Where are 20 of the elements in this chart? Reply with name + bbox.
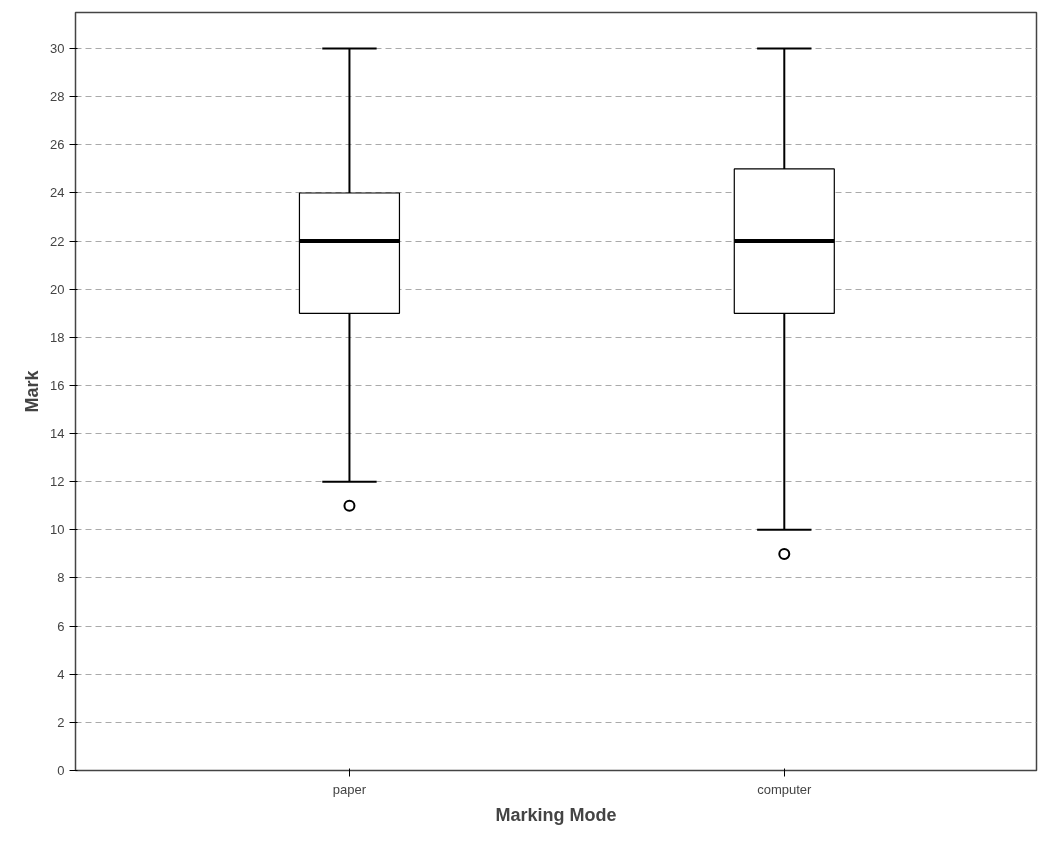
y-tick-label: 4 [57,666,65,682]
y-tick-label: 14 [50,426,65,442]
y-tick-label: 6 [57,618,65,634]
y-tick-label: 28 [50,89,65,105]
y-tick-label: 2 [57,714,65,730]
y-axis-title: Mark [22,369,43,413]
y-tick-label: 22 [50,233,65,249]
y-tick-label: 18 [50,329,65,345]
y-tick-label: 26 [50,137,65,153]
y-tick-label: 24 [50,185,65,201]
y-tick-label: 10 [50,522,65,538]
x-axis-title: Marking Mode [495,804,617,825]
y-tick-label: 0 [57,763,65,778]
y-tick-label: 12 [50,474,65,490]
y-tick-label: 20 [50,281,65,297]
x-tick-label: computer [757,781,813,797]
y-tick-label: 16 [50,377,65,393]
x-tick-label: paper [332,781,367,797]
y-tick-label: 8 [57,570,65,586]
y-tick-label: 30 [50,41,65,57]
